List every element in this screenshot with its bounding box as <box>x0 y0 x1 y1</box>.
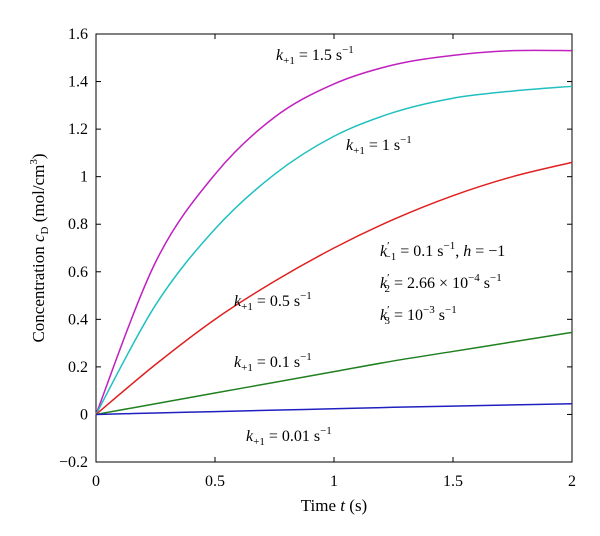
x-tick-label: 1.5 <box>443 473 463 490</box>
series-label-k0.01: k+1 = 0.01 s−1 <box>246 425 332 448</box>
series-label-k1.5: k+1 = 1.5 s−1 <box>276 44 354 67</box>
y-tick-label: 0.2 <box>68 359 88 376</box>
param-k2: k′ 2 = 2.66 × 10−4 s−1 <box>380 272 502 295</box>
series-label-k0.1: k+1 = 0.1 s−1 <box>234 351 312 374</box>
y-tick-label: 0 <box>80 406 88 423</box>
x-tick-label: 1 <box>330 473 338 490</box>
y-axis-ticks: −0.2 0 0.2 0.4 0.6 0.8 1 1.2 1.4 1.6 <box>59 26 572 471</box>
series-line-4 <box>95 402 573 416</box>
series-line-0 <box>95 49 573 415</box>
y-tick-label: 0.4 <box>68 311 88 328</box>
x-tick-label: 0.5 <box>205 473 225 490</box>
param-k3: k′ 3 = 10−3 s−1 <box>380 304 457 327</box>
x-tick-label: 2 <box>568 473 576 490</box>
y-tick-label: 1.4 <box>68 74 88 91</box>
x-tick-label: 0 <box>92 473 100 490</box>
y-tick-label: −0.2 <box>59 454 88 471</box>
series-line-3 <box>95 331 573 416</box>
series-lines <box>95 49 573 416</box>
y-axis-title: Concentration cD (mol/cm3) <box>28 153 51 342</box>
y-tick-label: 0.8 <box>68 216 88 233</box>
series-line-2 <box>95 161 573 416</box>
x-axis-ticks: 0 0.5 1 1.5 2 <box>92 34 576 490</box>
y-tick-label: 1.6 <box>68 26 88 43</box>
param-k-1: k′ −1 = 0.1 s−1, h = −1 <box>380 240 505 263</box>
series-label-k0.5: k+1 = 0.5 s−1 <box>234 290 312 313</box>
y-tick-label: 0.6 <box>68 264 88 281</box>
series-label-k1: k+1 = 1 s−1 <box>346 134 412 157</box>
series-line-1 <box>95 85 573 415</box>
x-axis-title: Time t (s) <box>301 496 367 515</box>
y-tick-label: 1 <box>80 169 88 186</box>
y-tick-label: 1.2 <box>68 121 88 138</box>
